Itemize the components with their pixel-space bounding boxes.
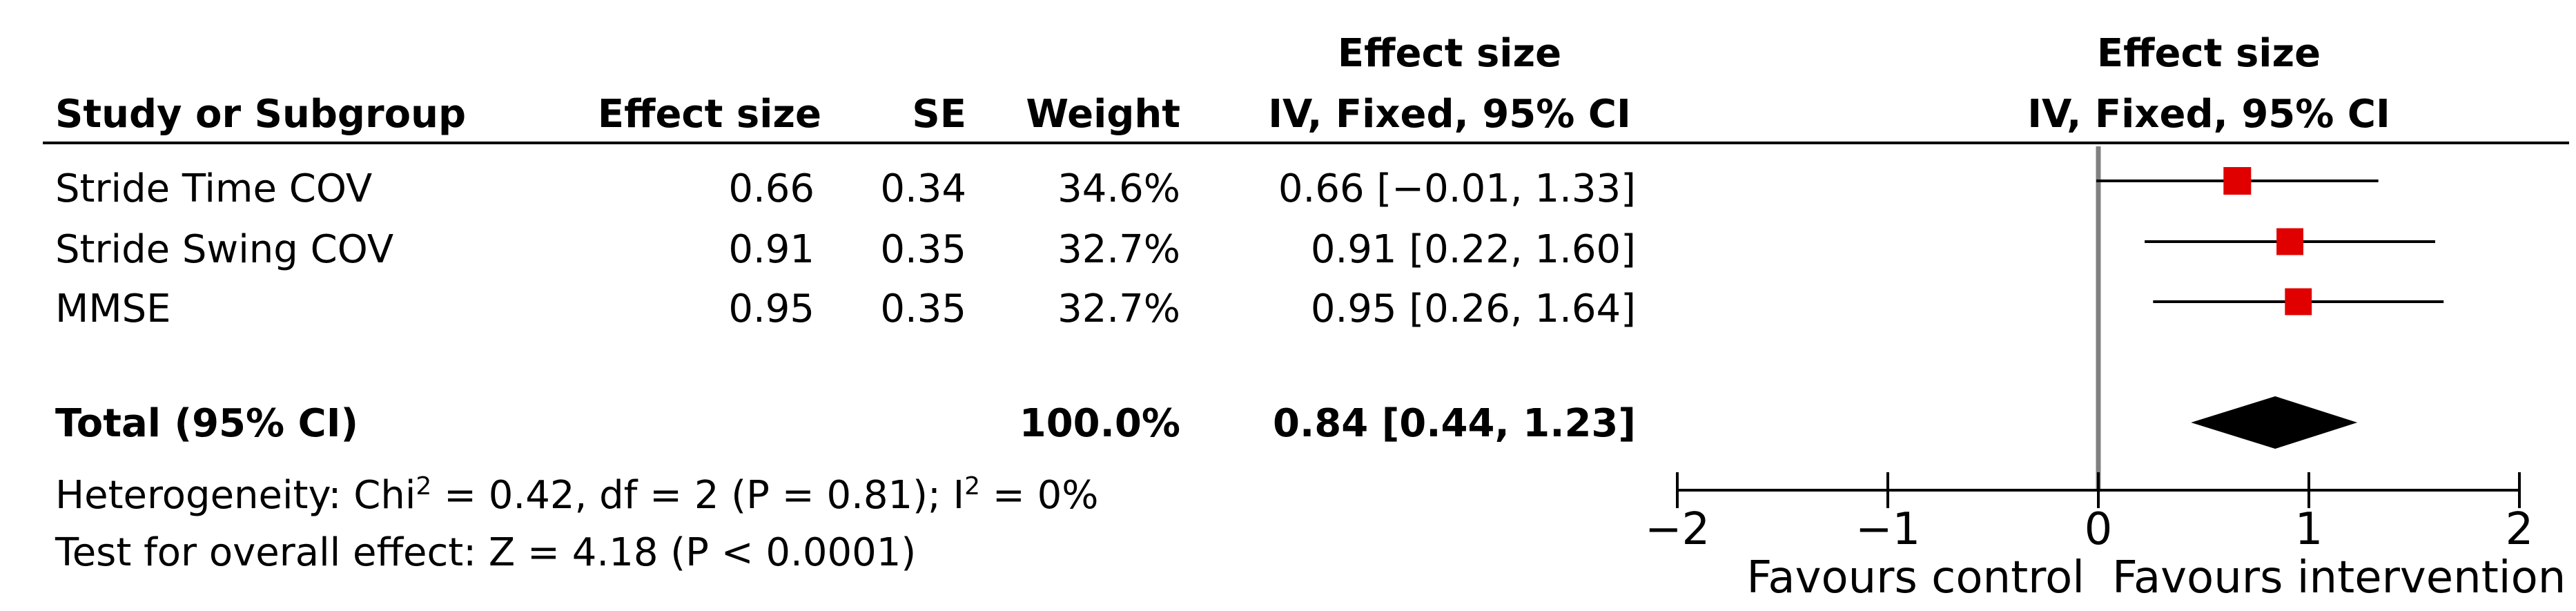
study-name: Stride Swing COV	[55, 227, 394, 272]
plot-header-top: Effect size	[2096, 31, 2321, 76]
ci-header-bottom: IV, Fixed, 95% CI	[1268, 92, 1631, 137]
effect-size-value: 0.95	[728, 287, 814, 331]
x-tick-label: −2	[1645, 504, 1710, 555]
effect-size-header: Effect size	[597, 92, 821, 137]
weight-value: 32.7%	[1057, 227, 1180, 272]
overall-effect-text: Test for overall effect: Z = 4.18 (P < 0…	[55, 530, 917, 575]
ci-value: 0.66 [−0.01, 1.33]	[1278, 166, 1636, 211]
total-label: Total (95% CI)	[55, 401, 359, 446]
x-tick-label: −1	[1855, 504, 1920, 555]
effect-size-value: 0.66	[728, 166, 814, 211]
effect-size-value: 0.91	[728, 227, 814, 272]
effect-marker	[2276, 228, 2303, 255]
header-divider	[43, 142, 2569, 144]
heterogeneity-text: Heterogeneity: Chi2 = 0.42, df = 2 (P = …	[55, 472, 1099, 518]
effect-marker	[2285, 288, 2312, 316]
weight-header: Weight	[1026, 92, 1180, 137]
x-tick-label: 0	[2085, 504, 2113, 555]
se-value: 0.35	[880, 227, 966, 272]
favours-control-label: Favours control	[1746, 552, 2085, 603]
x-tick-label: 2	[2506, 504, 2534, 555]
weight-value: 32.7%	[1057, 287, 1180, 331]
se-value: 0.35	[880, 287, 966, 331]
favours-intervention-label: Favours intervention	[2112, 552, 2566, 603]
se-value: 0.34	[880, 166, 966, 211]
se-header: SE	[912, 92, 966, 137]
study-name: Stride Time COV	[55, 166, 373, 211]
study-name: MMSE	[55, 287, 171, 331]
ci-value: 0.95 [0.26, 1.64]	[1310, 287, 1636, 331]
total-weight: 100.0%	[1019, 401, 1180, 446]
weight-value: 34.6%	[1057, 166, 1180, 211]
plot-header-bottom: IV, Fixed, 95% CI	[2027, 92, 2390, 137]
ci-value: 0.91 [0.22, 1.60]	[1310, 227, 1636, 272]
effect-marker	[2223, 167, 2252, 195]
total-diamond	[2191, 396, 2358, 449]
ci-header-top: Effect size	[1337, 31, 1562, 76]
study-header: Study or Subgroup	[55, 92, 467, 137]
total-ci: 0.84 [0.44, 1.23]	[1273, 401, 1636, 446]
x-tick-label: 1	[2295, 504, 2323, 555]
